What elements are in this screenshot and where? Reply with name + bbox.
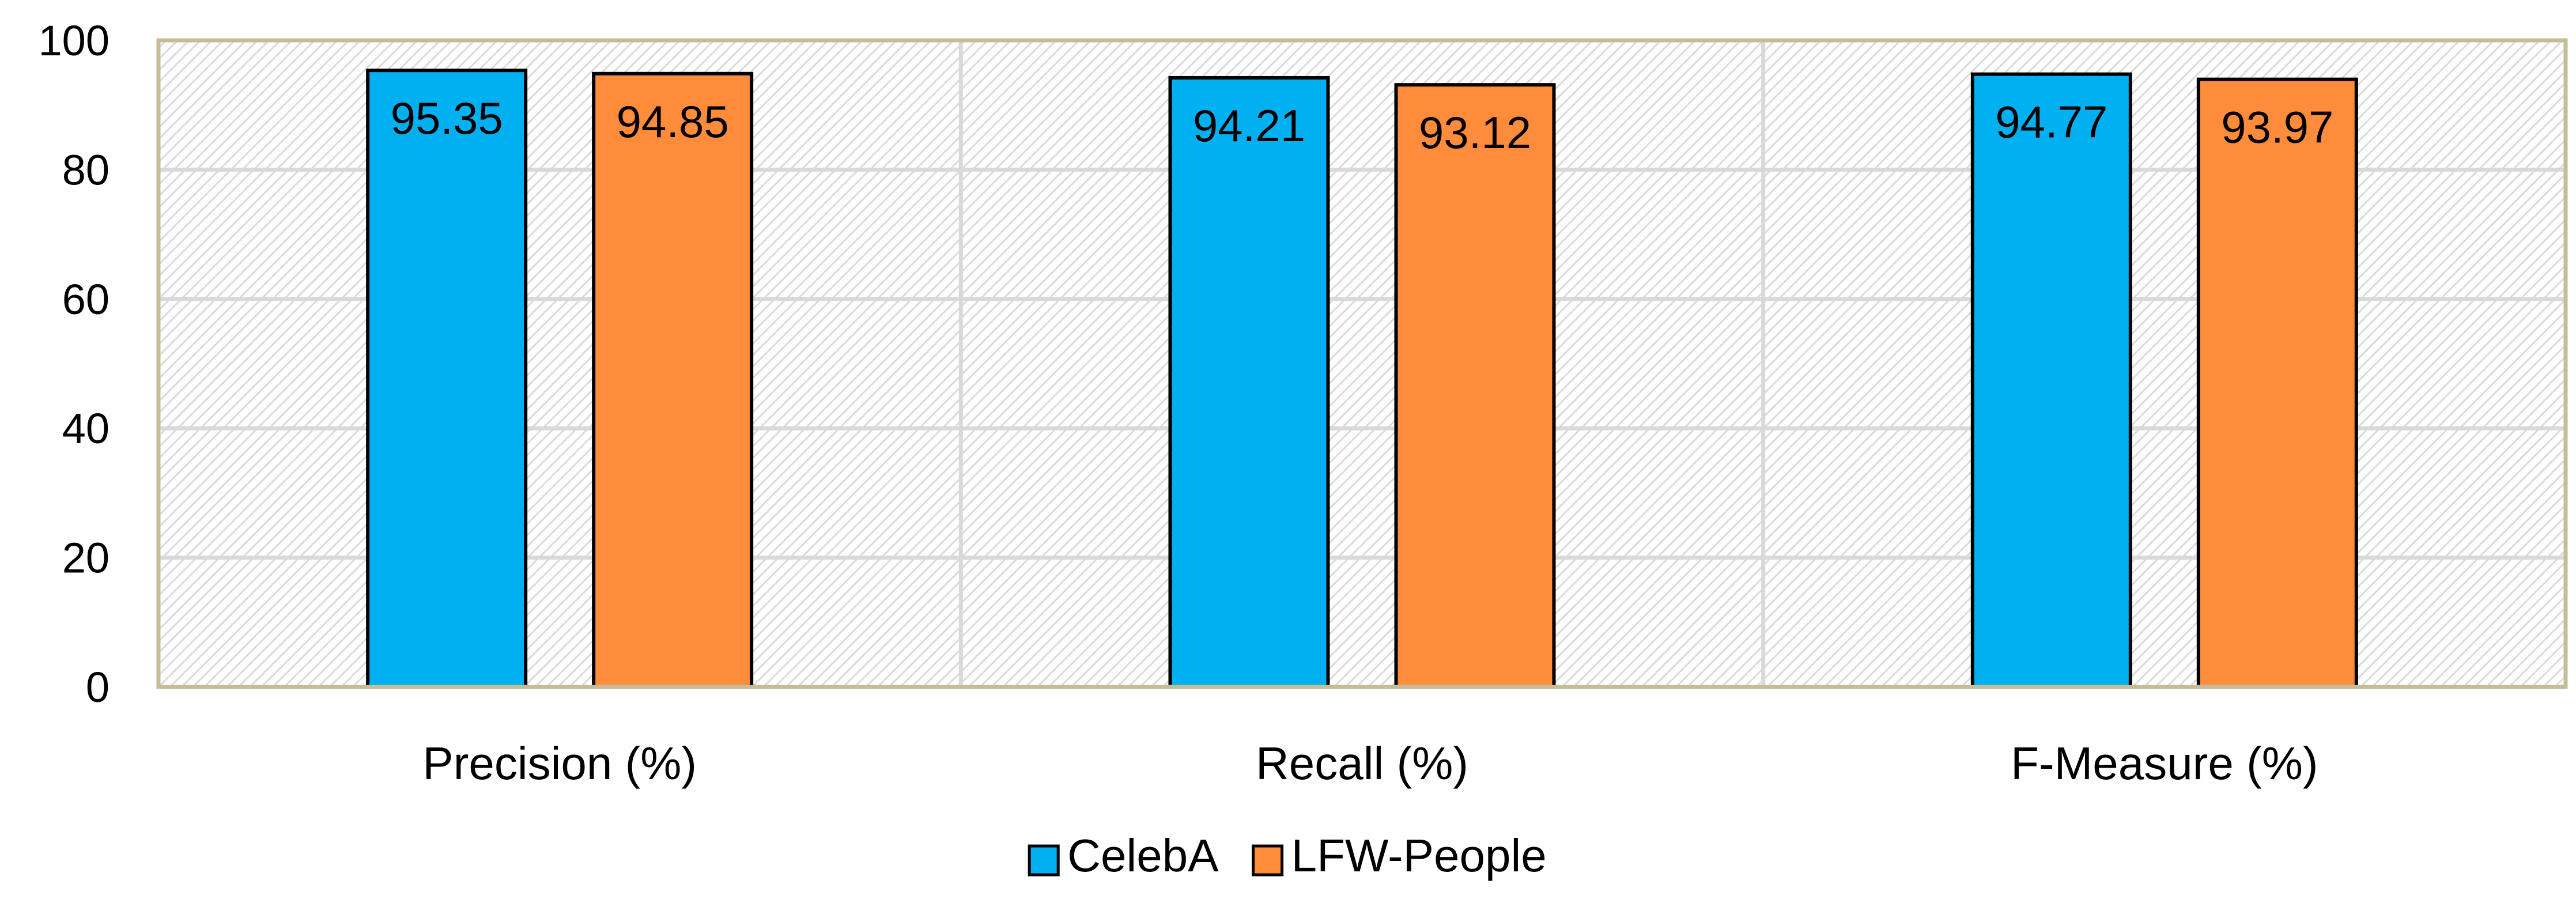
data-label-celeba-2: 94.21 (1193, 100, 1305, 151)
legend-label-lfw-people: LFW-People (1291, 830, 1547, 881)
data-label-lfw-people-2: 93.12 (1419, 107, 1531, 158)
bar-lfw-people-3 (2196, 77, 2358, 689)
x-category-label: Precision (%) (422, 738, 697, 789)
legend-swatch-celeba (1028, 844, 1060, 877)
x-category-label: Recall (%) (1256, 738, 1468, 789)
bars: 95.35 94.85 94.21 93.12 94.77 93.97 (366, 69, 2358, 689)
y-tick-label: 100 (39, 17, 109, 65)
y-tick-label: 40 (62, 405, 109, 452)
bar-celeba-1 (366, 69, 528, 689)
y-tick-label: 60 (62, 275, 109, 323)
bar-lfw-people-2 (1394, 83, 1556, 689)
x-category-label: F-Measure (%) (2011, 738, 2318, 789)
bar-celeba-2 (1168, 75, 1330, 689)
y-tick-label: 20 (62, 534, 109, 582)
bar-celeba-3 (1970, 72, 2132, 689)
data-label-celeba-3: 94.77 (1995, 97, 2107, 148)
y-tick-label: 0 (86, 663, 109, 711)
data-label-lfw-people-1: 94.85 (617, 96, 729, 147)
plot-area-frame (156, 38, 2568, 689)
y-tick-label: 80 (62, 146, 109, 194)
plot-area-background (158, 40, 2566, 687)
legend-label-celeba: CelebA (1067, 830, 1219, 881)
x-axis-category-labels: Precision (%) Recall (%) F-Measure (%) (422, 738, 2318, 789)
data-label-lfw-people-3: 93.97 (2221, 102, 2333, 153)
legend-swatch-lfw-people (1252, 844, 1284, 877)
data-label-celeba-1: 95.35 (391, 93, 503, 143)
y-axis-tick-labels: 0 20 40 60 80 100 (39, 17, 109, 711)
legend: CelebA LFW-People (1028, 830, 1547, 881)
bar-lfw-people-1 (592, 71, 754, 689)
